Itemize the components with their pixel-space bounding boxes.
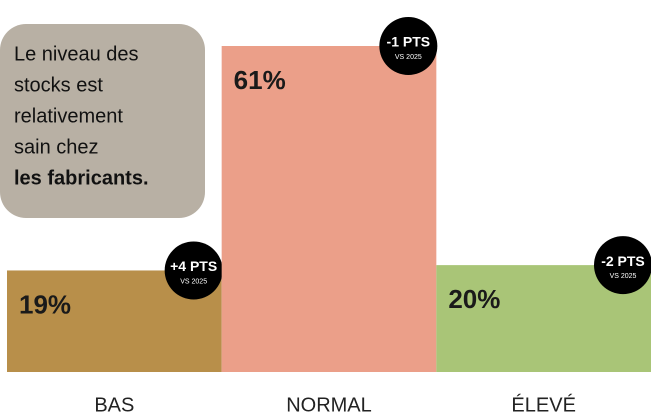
change-label: -1 PTS <box>387 34 431 50</box>
annotation-bold: les fabricants. <box>14 167 149 189</box>
change-note: VS 2025 <box>395 54 422 61</box>
x-tick-label: BAS <box>94 394 134 414</box>
change-note: VS 2025 <box>180 278 207 285</box>
annotation-line: Le niveau des <box>14 43 139 65</box>
change-badge <box>164 241 223 300</box>
change-badge <box>379 17 438 75</box>
annotation-line: sain chez <box>14 136 99 158</box>
value-label: 61% <box>234 65 286 95</box>
value-label: 19% <box>19 289 71 319</box>
change-label: -2 PTS <box>601 253 645 269</box>
x-tick-label: NORMAL <box>286 394 372 414</box>
x-tick-label: ÉLEVÉ <box>511 393 575 414</box>
bar <box>221 46 437 372</box>
change-label: +4 PTS <box>170 258 217 274</box>
change-note: VS 2025 <box>610 273 637 280</box>
annotation-line: relativement <box>14 105 123 127</box>
annotation-box <box>0 24 205 218</box>
value-label: 20% <box>448 284 500 314</box>
annotation-line: stocks est <box>14 74 103 96</box>
change-badge <box>594 236 651 295</box>
